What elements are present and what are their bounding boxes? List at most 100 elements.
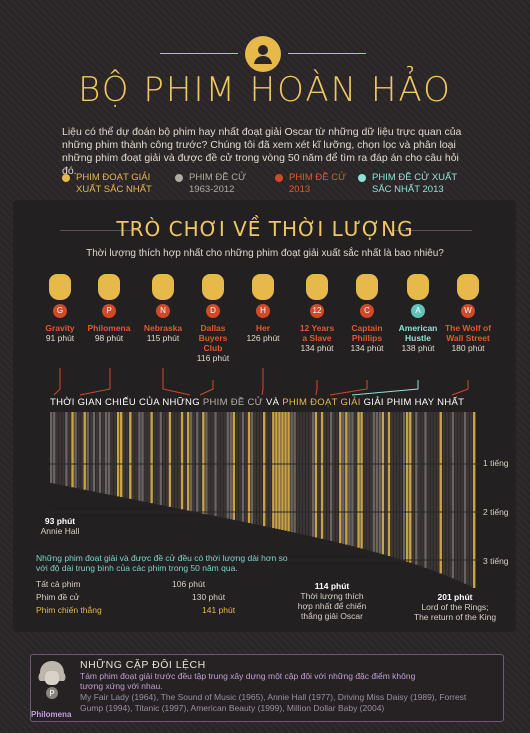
footer-subtitle: Tám phim đoạt giải trước đều tập trung x… <box>80 671 416 691</box>
runtime-bar <box>287 412 290 532</box>
runtime-bar <box>366 412 369 551</box>
runtime-bar <box>457 412 461 581</box>
runtime-bar <box>412 412 415 564</box>
runtime-bar <box>384 412 388 556</box>
runtime-bar <box>189 412 193 512</box>
runtime-bar <box>378 412 382 554</box>
runtime-bar <box>74 412 77 488</box>
film-name-line: Her <box>255 323 271 333</box>
runtime-bar <box>62 412 65 486</box>
intro-text: Liệu có thể dự đoán bộ phim hay nhất đoạ… <box>62 126 462 177</box>
runtime-bar <box>135 412 138 501</box>
film-initial-badge: W <box>461 304 475 318</box>
person-icon <box>245 36 281 72</box>
film-name: Captain Phillips <box>342 323 392 343</box>
runtime-bar <box>126 412 129 499</box>
section-subtitle: Thời lượng thích hợp nhất cho những phim… <box>86 248 444 259</box>
runtime-bar <box>339 412 342 544</box>
runtime-bar <box>116 412 120 497</box>
runtime-bar <box>418 412 421 566</box>
film-character: N Nebraska 115 phút <box>138 274 188 343</box>
runtime-bar <box>180 412 184 510</box>
runtime-bar <box>220 412 223 518</box>
runtime-bar <box>168 412 172 507</box>
runtime-bar <box>50 412 53 483</box>
film-name: Her <box>238 323 288 333</box>
legend-label: PHIM ĐOẠT GIẢI <box>76 172 151 183</box>
legend-dot <box>175 174 183 182</box>
runtime-bar <box>311 412 315 537</box>
film-character: W The Wolf of Wall Street 180 phút <box>443 274 493 353</box>
stat-all-value: 106 phút <box>172 579 206 589</box>
chart-title: THỜI GIAN CHIẾU CỦA NHỮNG PHIM ĐỀ CỬ VÀ … <box>50 397 464 408</box>
runtime-bar <box>165 412 169 507</box>
film-runtime: 116 phút <box>196 353 230 363</box>
film-name: Philomena <box>84 323 134 333</box>
film-character: D Dallas Buyers Club 116 phút <box>188 274 238 363</box>
character-head-icon <box>98 274 120 300</box>
y-label-3h: 3 tiếng <box>483 556 509 566</box>
runtime-bar <box>314 412 318 538</box>
film-character: C Captain Phillips 134 phút <box>342 274 392 353</box>
header-rule-left <box>160 53 238 54</box>
film-connector-line <box>53 368 61 396</box>
legend-item-nominee-2013: PHIM ĐỀ CỬ 2013 <box>275 172 346 196</box>
section-rule-right <box>392 230 472 231</box>
best-runtime-line: Thời lượng thích <box>300 591 364 601</box>
film-initial-badge: C <box>360 304 374 318</box>
legend-label: XUẤT SẮC NHẤT <box>76 184 152 195</box>
runtime-bar <box>402 412 406 561</box>
runtime-bar <box>466 412 470 586</box>
runtime-bar <box>247 412 251 523</box>
max-runtime-annotation: 201 phút Lord of the Rings; The return o… <box>400 592 510 622</box>
runtime-bar <box>205 412 208 515</box>
runtime-bar <box>147 412 150 503</box>
odd-couples-card <box>30 654 504 722</box>
legend-dot <box>358 174 366 182</box>
runtime-bar <box>399 412 403 560</box>
runtime-bar <box>229 412 232 520</box>
runtime-bar <box>433 412 436 572</box>
runtime-bar <box>302 412 305 535</box>
y-label-1h: 1 tiếng <box>483 458 509 468</box>
legend-item-winner: PHIM ĐOẠT GIẢI XUẤT SẮC NHẤT <box>62 172 152 196</box>
runtime-bar <box>266 412 269 527</box>
film-name-line: Dallas <box>200 323 226 333</box>
film-initial-badge: D <box>206 304 220 318</box>
runtime-bar <box>421 412 424 567</box>
film-runtime: 180 phút <box>451 343 485 353</box>
runtime-bar <box>77 412 80 489</box>
runtime-bar <box>448 412 452 578</box>
film-character: A American Hustle 138 phút <box>393 274 443 353</box>
runtime-bar <box>253 412 257 525</box>
film-connector-line <box>199 380 214 396</box>
runtime-bar <box>354 412 357 547</box>
runtime-bar <box>317 412 321 539</box>
runtime-bar <box>196 412 199 513</box>
runtime-bar <box>132 412 135 500</box>
avatar-letter: P <box>49 689 54 698</box>
runtime-bar <box>293 412 296 533</box>
runtime-bar <box>342 412 345 544</box>
character-head-icon <box>457 274 479 300</box>
film-runtime: 134 phút <box>300 343 334 353</box>
chart-title-part: PHIM ĐOẠT GIẢI <box>282 397 361 408</box>
best-runtime-annotation: 114 phút Thời lượng thích hợp nhất để ch… <box>292 581 372 621</box>
runtime-bar <box>454 412 458 580</box>
runtime-bar <box>272 412 275 529</box>
runtime-bar <box>83 412 86 490</box>
runtime-bar <box>141 412 144 502</box>
stat-nominee-value: 130 phút <box>192 592 226 602</box>
legend-label: PHIM ĐỀ CỬ XUẤT <box>372 172 458 183</box>
runtime-bar <box>156 412 159 505</box>
film-initial-badge: P <box>102 304 116 318</box>
runtime-bar <box>396 412 400 559</box>
stat-winner-value: 141 phút <box>202 605 236 615</box>
film-runtime: 91 phút <box>45 333 75 343</box>
runtime-bar <box>336 412 339 543</box>
runtime-bar <box>409 412 412 563</box>
film-name: The Wolf of Wall Street <box>443 323 493 343</box>
runtime-bar <box>375 412 379 553</box>
runtime-bar <box>244 412 248 523</box>
legend-dot <box>275 174 283 182</box>
